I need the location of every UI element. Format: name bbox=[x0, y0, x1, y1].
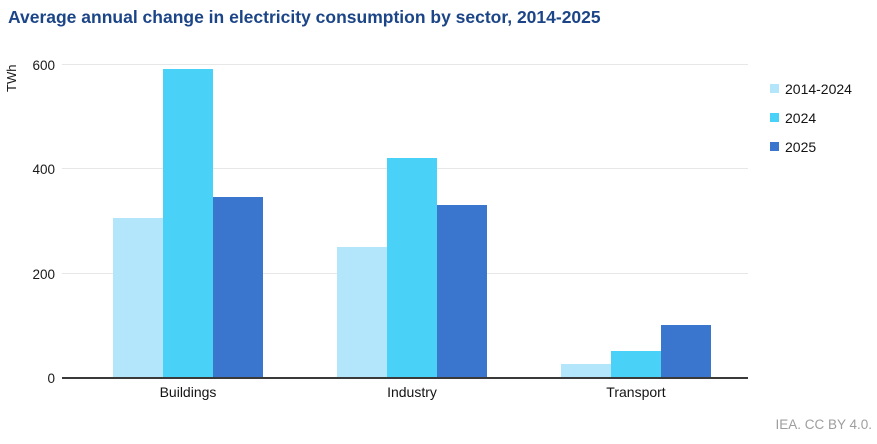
y-tick-label: 0 bbox=[47, 371, 55, 386]
chart-title: Average annual change in electricity con… bbox=[8, 7, 601, 27]
legend-swatch-icon bbox=[770, 142, 779, 151]
bar-industry-2025 bbox=[437, 204, 487, 377]
legend-label: 2025 bbox=[785, 138, 817, 155]
x-axis-labels: Buildings Industry Transport bbox=[62, 384, 748, 404]
legend: 2014-2024 2024 2025 bbox=[770, 79, 852, 166]
bar-group-buildings bbox=[113, 69, 263, 377]
x-axis-label-industry: Industry bbox=[387, 384, 437, 400]
bar-industry-2014-2024 bbox=[337, 246, 387, 377]
legend-item-2014-2024: 2014-2024 bbox=[770, 79, 852, 98]
x-axis-label-buildings: Buildings bbox=[159, 384, 217, 400]
bar-transport-2025 bbox=[661, 324, 711, 377]
y-tick-label: 200 bbox=[32, 266, 55, 282]
legend-swatch-icon bbox=[770, 84, 779, 93]
y-tick-label: 400 bbox=[32, 162, 55, 178]
bar-transport-2024 bbox=[611, 350, 661, 377]
bar-buildings-2025 bbox=[213, 197, 263, 377]
bar-buildings-2014-2024 bbox=[113, 217, 163, 377]
bar-industry-2024 bbox=[387, 157, 437, 377]
legend-item-2025: 2025 bbox=[770, 137, 852, 156]
legend-swatch-icon bbox=[770, 113, 779, 122]
y-axis-tick-labels: 0 200 400 600 bbox=[0, 58, 55, 386]
bar-buildings-2024 bbox=[163, 69, 213, 377]
attribution-text: IEA. CC BY 4.0. bbox=[775, 417, 872, 432]
plot-area bbox=[62, 64, 748, 379]
legend-label: 2014-2024 bbox=[785, 80, 852, 97]
gridline bbox=[62, 64, 748, 65]
legend-item-2024: 2024 bbox=[770, 108, 852, 127]
bar-transport-2014-2024 bbox=[561, 363, 611, 377]
y-tick-label: 600 bbox=[32, 58, 55, 73]
bar-group-transport bbox=[561, 324, 711, 377]
x-axis-label-transport: Transport bbox=[606, 384, 666, 400]
legend-label: 2024 bbox=[785, 109, 817, 126]
bar-group-industry bbox=[337, 157, 487, 377]
